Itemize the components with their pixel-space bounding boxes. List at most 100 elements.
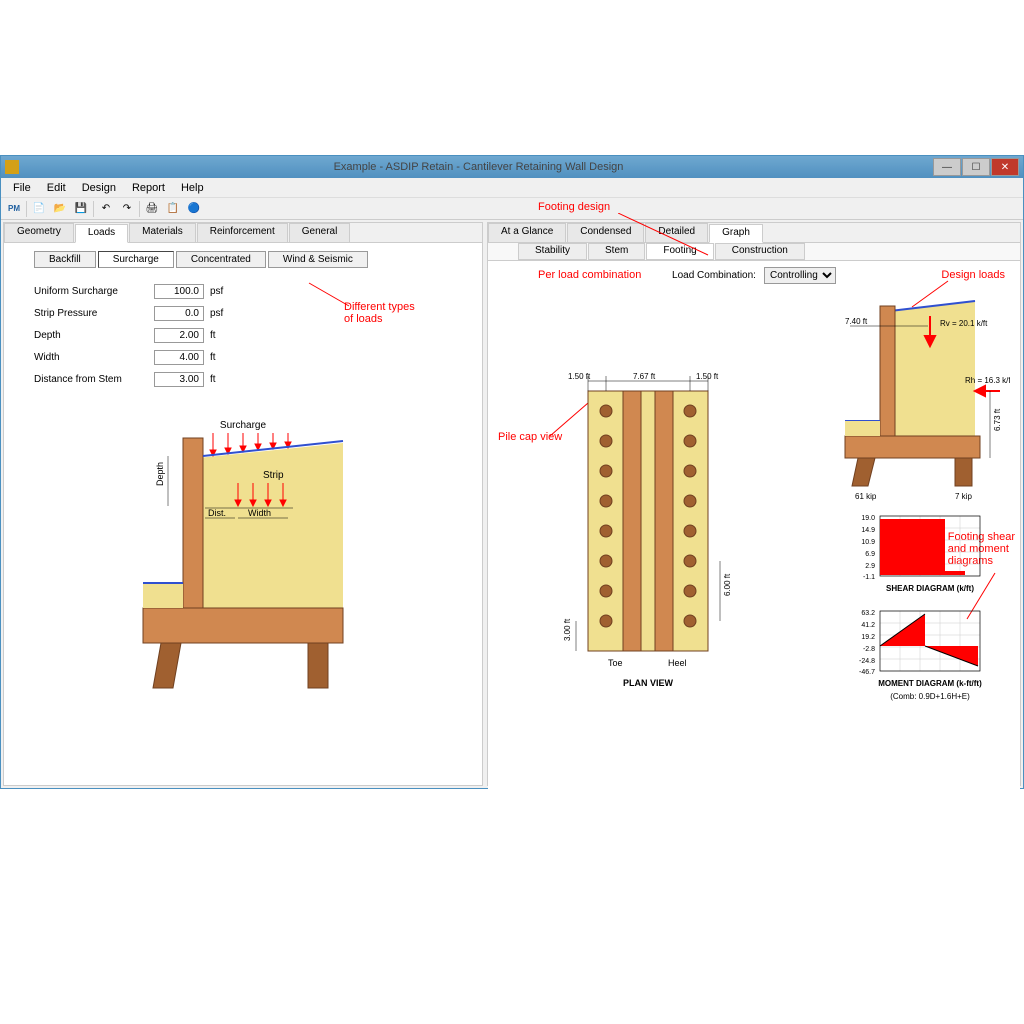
right-pane: At a Glance Condensed Detailed Graph Sta…: [487, 222, 1021, 786]
svg-text:Heel: Heel: [668, 658, 687, 668]
annotation-arrow-icon: [618, 213, 718, 263]
field-input-1[interactable]: [154, 306, 204, 321]
toolbar-calc-icon[interactable]: 🔵: [185, 200, 203, 218]
svg-text:Surcharge: Surcharge: [220, 420, 267, 431]
subtab-construction[interactable]: Construction: [715, 243, 805, 260]
svg-text:19.0: 19.0: [861, 515, 875, 522]
tab-general[interactable]: General: [289, 223, 351, 242]
svg-text:10.9: 10.9: [861, 539, 875, 546]
svg-text:1.50 ft: 1.50 ft: [696, 372, 719, 381]
toolbar-open-icon[interactable]: 📂: [51, 200, 69, 218]
toolbar-redo-icon[interactable]: ↷: [118, 200, 136, 218]
svg-text:6.00 ft: 6.00 ft: [723, 573, 732, 596]
svg-text:SHEAR DIAGRAM (k/ft): SHEAR DIAGRAM (k/ft): [886, 584, 974, 593]
toolbar: PM 📄 📂 💾 ↶ ↷ 🖨 📋 🔵: [1, 198, 1023, 220]
window-title: Example - ASDIP Retain - Cantilever Reta…: [25, 161, 932, 173]
cross-section-diagram: Rv = 20.1 k/ft Rh = 16.3 k/ft 7.40 ft 6.…: [820, 291, 1000, 491]
toolbar-print-icon[interactable]: 🖨: [143, 200, 161, 218]
annotation-arrow-icon: [304, 278, 364, 308]
subtab-stability[interactable]: Stability: [518, 243, 587, 260]
svg-text:MOMENT DIAGRAM (k-ft/ft): MOMENT DIAGRAM (k-ft/ft): [878, 679, 982, 688]
right-subtabrow: Stability Stem Footing Construction: [488, 243, 1020, 261]
tab-reinforcement[interactable]: Reinforcement: [197, 223, 288, 242]
annotation-perload: Per load combination: [538, 269, 641, 281]
loadtab-surcharge[interactable]: Surcharge: [98, 251, 174, 268]
field-input-4[interactable]: [154, 372, 204, 387]
form-row: Width ft: [34, 346, 452, 368]
form-row: Uniform Surcharge psf: [34, 280, 452, 302]
app-icon: [5, 160, 19, 174]
titlebar: Example - ASDIP Retain - Cantilever Reta…: [1, 156, 1023, 178]
svg-text:2.9: 2.9: [865, 563, 875, 570]
menu-file[interactable]: File: [5, 182, 39, 194]
svg-text:14.9: 14.9: [861, 527, 875, 534]
field-unit: ft: [204, 330, 216, 341]
field-label: Strip Pressure: [34, 308, 154, 319]
svg-text:Dist.: Dist.: [208, 508, 226, 518]
main-window: Example - ASDIP Retain - Cantilever Reta…: [0, 155, 1024, 789]
loadtab-windseismic[interactable]: Wind & Seismic: [268, 251, 368, 268]
load-combo-label: Load Combination:: [672, 270, 756, 281]
svg-text:-24.8: -24.8: [859, 658, 875, 665]
minimize-button[interactable]: —: [933, 158, 961, 176]
wall-diagram: Surcharge Strip: [113, 408, 373, 708]
svg-text:PLAN VIEW: PLAN VIEW: [623, 678, 674, 688]
close-button[interactable]: ✕: [991, 158, 1019, 176]
annotation-footing: Footing design: [538, 201, 610, 213]
field-input-3[interactable]: [154, 350, 204, 365]
form-row: Depth ft: [34, 324, 452, 346]
svg-text:Strip: Strip: [263, 470, 284, 481]
tab-ataglance[interactable]: At a Glance: [488, 223, 566, 242]
left-tabrow: Geometry Loads Materials Reinforcement G…: [4, 223, 482, 243]
loadtab-concentrated[interactable]: Concentrated: [176, 251, 266, 268]
svg-text:7.40 ft: 7.40 ft: [845, 317, 868, 326]
field-unit: ft: [204, 374, 216, 385]
content-area: Geometry Loads Materials Reinforcement G…: [1, 220, 1023, 788]
menu-help[interactable]: Help: [173, 182, 212, 194]
menu-edit[interactable]: Edit: [39, 182, 74, 194]
toolbar-new-icon[interactable]: 📄: [30, 200, 48, 218]
svg-text:Width: Width: [248, 508, 271, 518]
field-unit: psf: [204, 286, 223, 297]
svg-text:7 kip: 7 kip: [955, 492, 972, 501]
maximize-button[interactable]: ☐: [962, 158, 990, 176]
svg-text:-1.1: -1.1: [863, 574, 875, 581]
field-input-0[interactable]: [154, 284, 204, 299]
field-label: Uniform Surcharge: [34, 286, 154, 297]
svg-text:61 kip: 61 kip: [855, 492, 877, 501]
svg-text:(Comb: 0.9D+1.6H+E): (Comb: 0.9D+1.6H+E): [890, 692, 970, 701]
svg-text:3.00 ft: 3.00 ft: [563, 618, 572, 641]
field-input-2[interactable]: [154, 328, 204, 343]
svg-text:-2.8: -2.8: [863, 646, 875, 653]
svg-text:-46.7: -46.7: [859, 669, 875, 676]
surcharge-form: Uniform Surcharge psf Strip Pressure psf D…: [4, 272, 482, 398]
menubar: File Edit Design Report Help: [1, 178, 1023, 198]
menu-report[interactable]: Report: [124, 182, 173, 194]
svg-text:Rv = 20.1 k/ft: Rv = 20.1 k/ft: [940, 319, 988, 328]
form-row: Distance from Stem ft: [34, 368, 452, 390]
tab-materials[interactable]: Materials: [129, 223, 196, 242]
load-combo-select[interactable]: Controlling: [764, 267, 836, 284]
svg-text:Rh = 16.3 k/ft: Rh = 16.3 k/ft: [965, 376, 1010, 385]
svg-text:6.73 ft: 6.73 ft: [993, 408, 1002, 431]
toolbar-copy-icon[interactable]: 📋: [164, 200, 182, 218]
tab-geometry[interactable]: Geometry: [4, 223, 74, 242]
toolbar-pm-icon[interactable]: PM: [5, 200, 23, 218]
field-label: Depth: [34, 330, 154, 341]
field-unit: ft: [204, 352, 216, 363]
left-pane: Geometry Loads Materials Reinforcement G…: [3, 222, 483, 786]
svg-text:1.50 ft: 1.50 ft: [568, 372, 591, 381]
graph-panel: Load Combination: Controlling Per load c…: [488, 261, 1020, 789]
svg-text:19.2: 19.2: [861, 634, 875, 641]
tab-loads[interactable]: Loads: [75, 224, 128, 243]
loadtab-backfill[interactable]: Backfill: [34, 251, 96, 268]
svg-text:41.2: 41.2: [861, 622, 875, 629]
toolbar-undo-icon[interactable]: ↶: [97, 200, 115, 218]
field-unit: psf: [204, 308, 223, 319]
toolbar-save-icon[interactable]: 💾: [72, 200, 90, 218]
menu-design[interactable]: Design: [74, 182, 124, 194]
plan-view-diagram: 1.50 ft 7.67 ft 1.50 ft 6.00 ft 3.00 ft …: [548, 361, 748, 691]
svg-text:Depth: Depth: [155, 462, 165, 486]
svg-text:7.67 ft: 7.67 ft: [633, 372, 656, 381]
moment-diagram: 63.2 41.2 19.2 -2.8 -24.8 -46.7 MOMENT D…: [850, 606, 990, 696]
